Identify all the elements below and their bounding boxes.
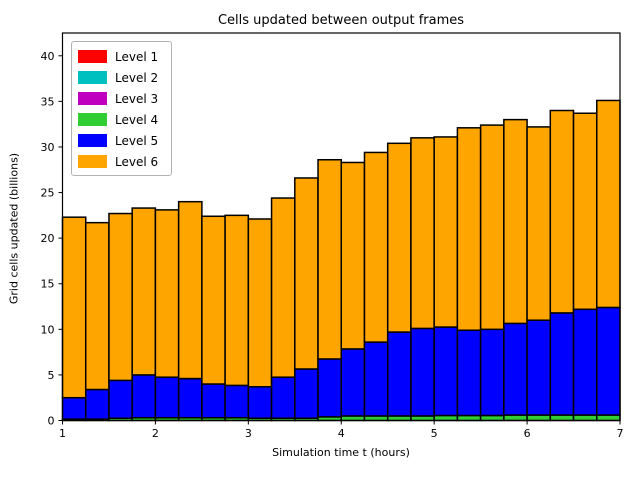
legend-label: Level 6 — [115, 154, 159, 169]
bar-segment — [84, 221, 110, 391]
bar-segment — [549, 414, 575, 422]
bar-segment — [294, 368, 319, 419]
y-tick-label: 15 — [41, 278, 55, 291]
y-tick-label: 25 — [41, 187, 55, 200]
bar-segment — [433, 326, 459, 417]
bar-segment — [61, 396, 87, 420]
x-tick-label: 6 — [524, 427, 531, 440]
bar-segment — [433, 136, 459, 328]
bar-segment — [596, 414, 621, 422]
bar-segment — [572, 414, 598, 422]
y-axis-label: Grid cells updated (billions) — [7, 152, 21, 305]
legend-swatch-icon — [78, 92, 107, 105]
legend-label: Level 4 — [115, 112, 159, 127]
bar-segment — [526, 414, 552, 422]
legend-label: Level 2 — [115, 70, 159, 85]
y-tick-label: 0 — [48, 415, 55, 428]
bar-segment — [108, 379, 133, 419]
chart-title: Cells updated between output frames — [217, 13, 465, 28]
legend: Level 1 Level 2 Level 3 Level 4 Level 5 Level… — [71, 41, 172, 176]
bar-segment — [596, 99, 621, 309]
bar-segment — [479, 414, 505, 422]
bar-segment — [572, 308, 598, 416]
bar-segment — [386, 331, 412, 417]
legend-swatch-icon — [78, 155, 107, 168]
legend-swatch-icon — [78, 113, 107, 126]
legend-label: Level 5 — [115, 133, 159, 148]
legend-label: Level 3 — [115, 91, 159, 106]
y-tick-label: 5 — [48, 369, 55, 382]
bar-segment — [456, 127, 482, 331]
bar-segment — [224, 384, 250, 419]
bar-segment — [317, 358, 342, 418]
x-tick-label: 7 — [617, 427, 624, 440]
y-tick-label: 20 — [41, 232, 55, 245]
bar-segment — [247, 386, 273, 419]
x-axis-label: Simulation time t (hours) — [272, 446, 410, 459]
bar-segment — [456, 329, 482, 417]
bar-segment — [201, 215, 226, 385]
bar-segment — [363, 151, 389, 343]
bar-segment — [479, 328, 505, 417]
x-tick-label: 2 — [152, 427, 159, 440]
bar-segment — [154, 209, 180, 378]
bar-segment — [410, 327, 435, 417]
bar-segment — [201, 383, 226, 419]
x-tick-label: 4 — [338, 427, 345, 440]
legend-item: Level 5 — [78, 130, 171, 151]
bar-segment — [410, 137, 435, 330]
bar-segment — [433, 414, 459, 422]
bar-segment — [526, 126, 552, 321]
bar-segment — [84, 388, 110, 420]
bar-segment — [131, 207, 157, 376]
legend-swatch-icon — [78, 50, 107, 63]
x-tick-label: 3 — [245, 427, 252, 440]
bar-segment — [386, 142, 412, 333]
bar-segment — [363, 341, 389, 417]
bar-segment — [340, 348, 366, 417]
bar-segment — [456, 414, 482, 422]
bar-segment — [108, 212, 133, 382]
y-tick-label: 10 — [41, 323, 55, 336]
bar-segment — [270, 376, 296, 419]
x-tick-label: 5 — [431, 427, 438, 440]
bar-segment — [177, 377, 203, 419]
y-tick-label: 35 — [41, 95, 55, 108]
legend-swatch-icon — [78, 71, 107, 84]
legend-item: Level 2 — [78, 67, 171, 88]
bar-segment — [503, 414, 528, 422]
bar-segment — [526, 319, 552, 416]
legend-item: Level 4 — [78, 109, 171, 130]
x-tick-label: 1 — [59, 427, 66, 440]
bar-segment — [479, 124, 505, 331]
bar-segment — [294, 177, 319, 370]
bar-segment — [317, 158, 342, 360]
bar-segment — [340, 161, 366, 350]
bar-segment — [270, 197, 296, 378]
bar-segment — [154, 376, 180, 419]
legend-item: Level 3 — [78, 88, 171, 109]
bar-segment — [572, 112, 598, 311]
bar-segment — [247, 218, 273, 388]
legend-label: Level 1 — [115, 49, 159, 64]
bar-segment — [61, 216, 87, 399]
bar-segment — [503, 118, 528, 325]
bar-segment — [549, 312, 575, 416]
bar-segment — [596, 306, 621, 416]
bar-segment — [131, 374, 157, 419]
bar-segment — [177, 200, 203, 380]
y-tick-label: 40 — [41, 50, 55, 63]
bar-segment — [503, 322, 528, 416]
legend-item: Level 6 — [78, 151, 171, 172]
bar-segment — [224, 214, 250, 387]
y-tick-label: 30 — [41, 141, 55, 154]
legend-swatch-icon — [78, 134, 107, 147]
legend-item: Level 1 — [78, 46, 171, 67]
bar-segment — [549, 109, 575, 314]
